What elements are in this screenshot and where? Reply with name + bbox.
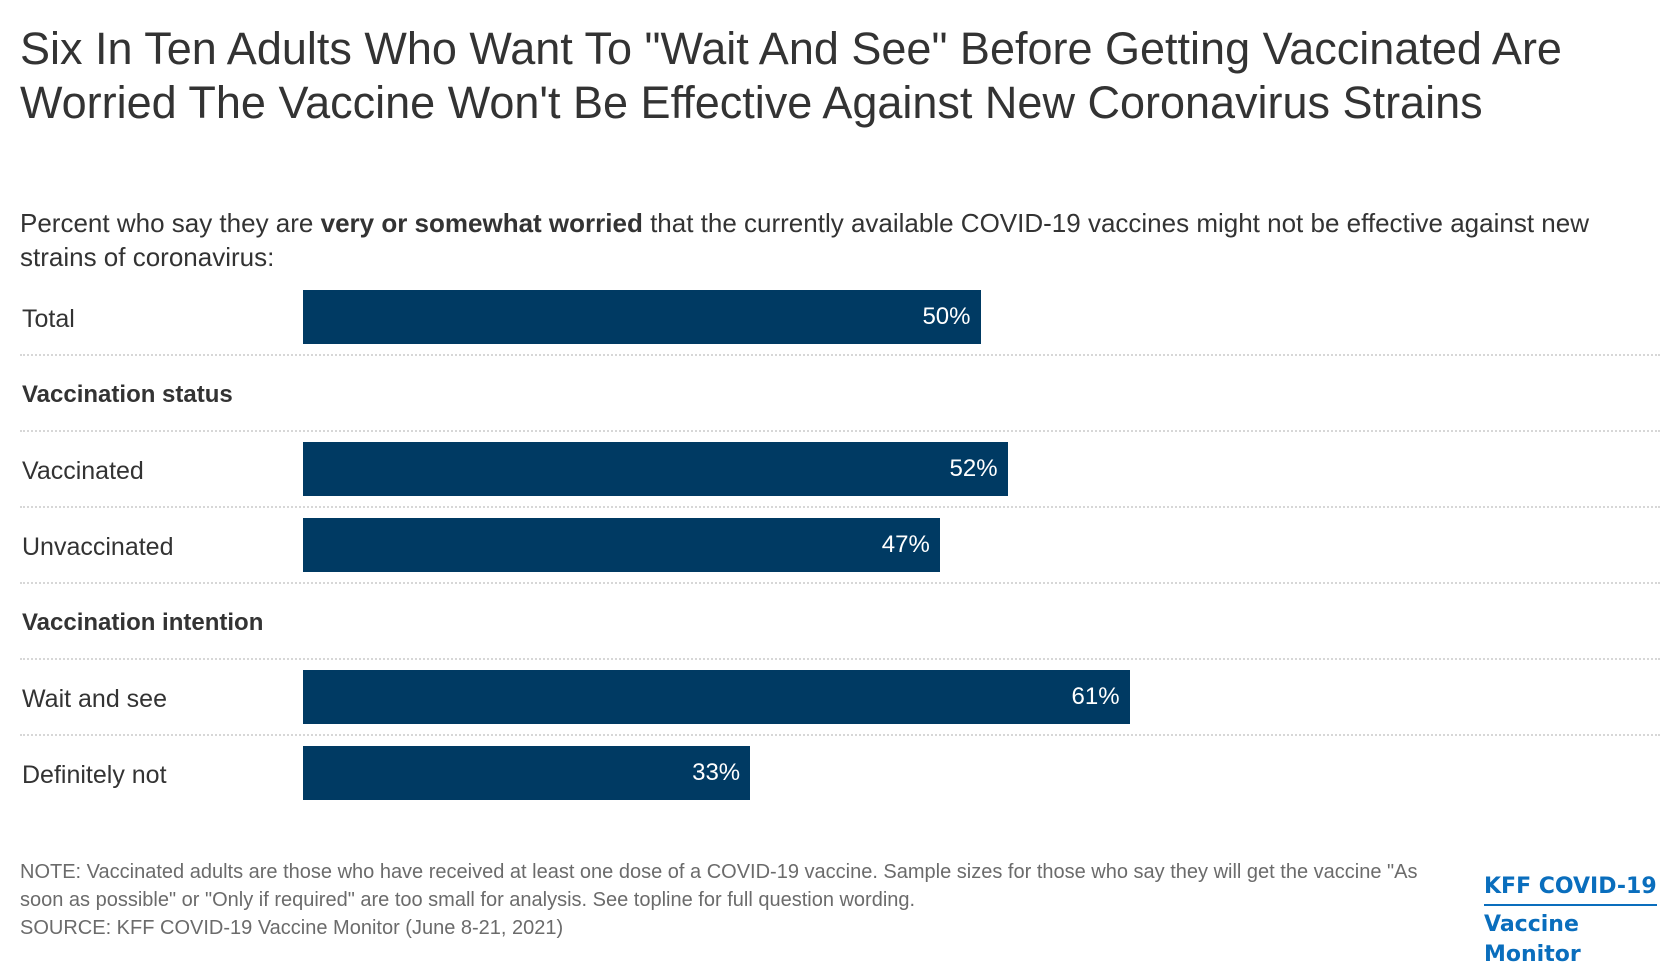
category-label: Total [22,305,75,333]
category-label: Definitely not [22,761,167,789]
row-divider [20,658,1660,660]
bar: 52% [303,442,1008,496]
row-divider [20,354,1660,356]
bar: 50% [303,290,981,344]
footnotes: NOTE: Vaccinated adults are those who ha… [20,858,1460,942]
bar: 61% [303,670,1130,724]
bar: 33% [303,746,751,800]
note-text: NOTE: Vaccinated adults are those who ha… [20,861,1418,911]
bar-chart: Total 50% Vaccination status Vaccinated 52% U… [0,290,1676,830]
category-label: Unvaccinated [22,533,174,561]
group-label: Vaccination status [22,381,233,408]
category-label: Vaccinated [22,457,144,485]
logo-line-2: Vaccine Monitor [1484,912,1581,967]
kff-logo: KFF COVID-19 Vaccine Monitor [1484,872,1676,970]
chart-subtitle: Percent who say they are very or somewha… [20,206,1660,274]
row-divider [20,506,1660,508]
subtitle-prefix: Percent who say they are [20,208,321,238]
bar: 47% [303,518,940,572]
bar-value-label: 52% [949,455,998,482]
bar-value-label: 33% [692,759,741,786]
row-divider [20,430,1660,432]
bar-value-label: 50% [922,303,971,330]
source-text: SOURCE: KFF COVID-19 Vaccine Monitor (Ju… [20,917,564,939]
row-divider [20,734,1660,736]
subtitle-bold: very or somewhat worried [320,208,643,238]
category-label: Wait and see [22,685,167,713]
bar-value-label: 61% [1071,683,1120,710]
logo-line-1: KFF COVID-19 [1484,872,1657,906]
bar-value-label: 47% [881,531,930,558]
row-divider [20,582,1660,584]
subtitle-suffix: that the currently available COVID-19 va… [20,208,1589,272]
group-label: Vaccination intention [22,609,264,636]
chart-title: Six In Ten Adults Who Want To "Wait And … [20,23,1562,128]
